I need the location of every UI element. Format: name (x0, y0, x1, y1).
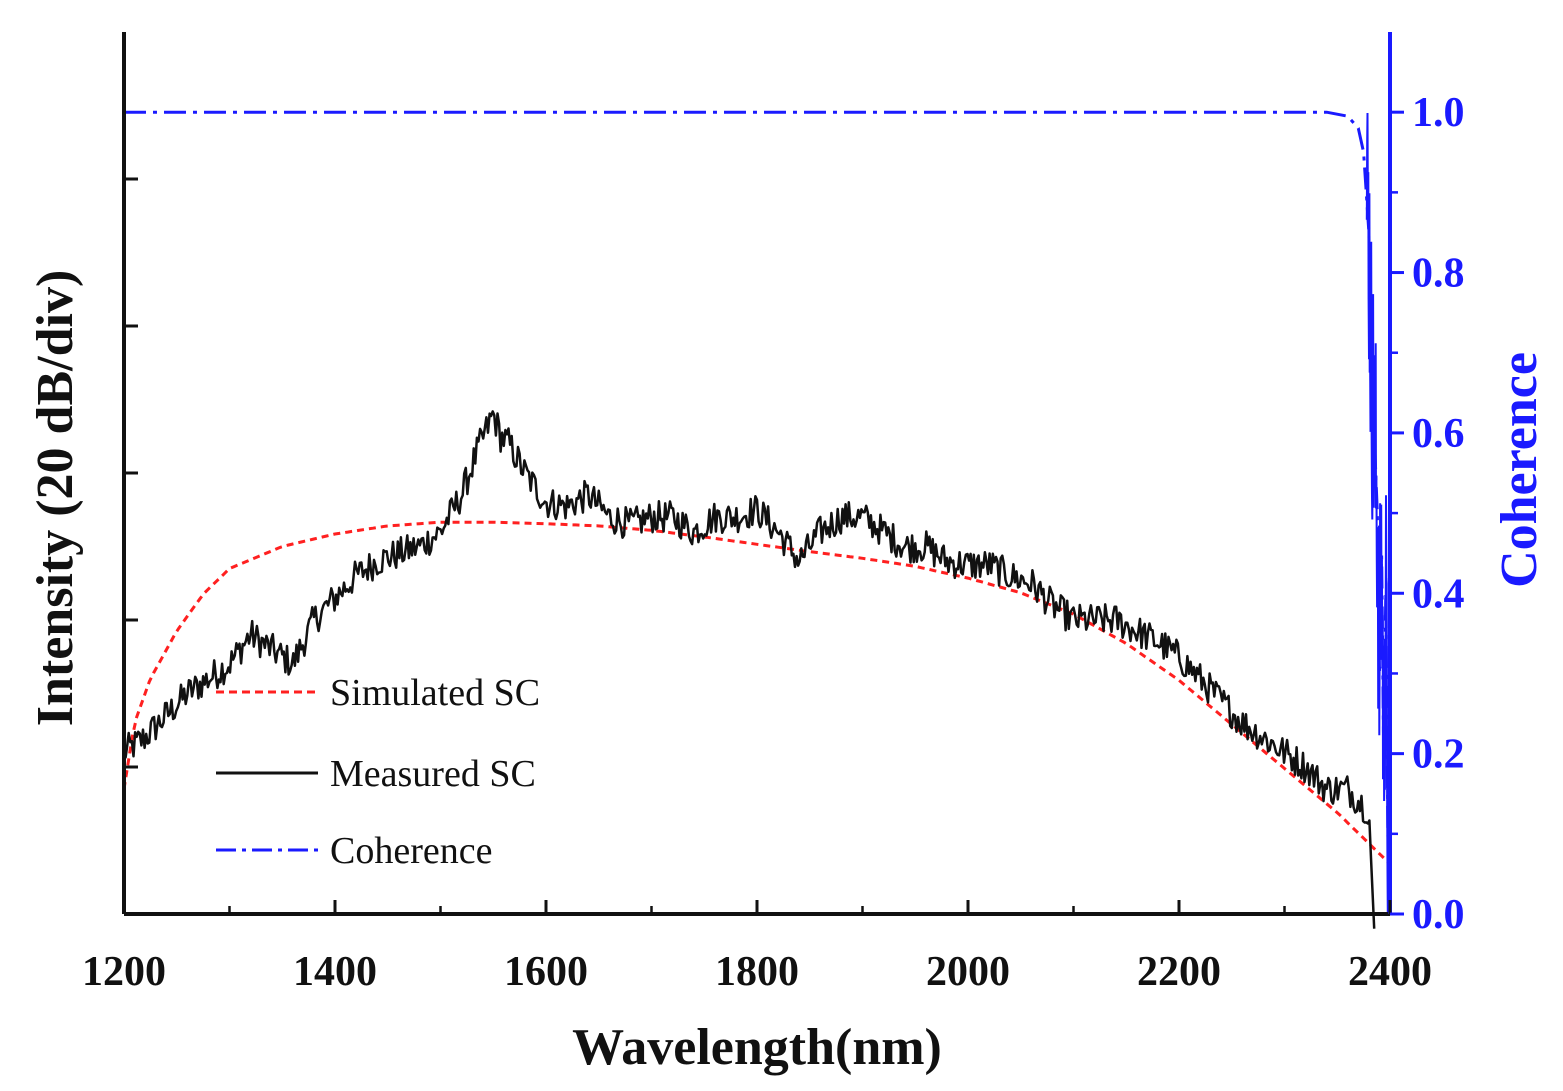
legend: Simulated SC Measured SC Coherence (216, 672, 540, 872)
y-right-tick-label-1.0: 1.0 (1412, 90, 1465, 136)
x-tick-label-2400: 2400 (1348, 949, 1432, 995)
series-measured-sc (122, 410, 1376, 929)
x-tick-label-2200: 2200 (1137, 949, 1221, 995)
x-axis-title: Wavelength(nm) (572, 1019, 942, 1076)
series-coherence-tail (1365, 112, 1389, 915)
legend-label-coherence: Coherence (330, 830, 492, 872)
y-right-tick-label-0.2: 0.2 (1412, 732, 1465, 778)
y-right-tick-label-0.8: 0.8 (1412, 251, 1465, 297)
y-left-axis-title: Intensity (20 dB/div) (27, 270, 84, 727)
x-tick-label-1200: 1200 (82, 949, 166, 995)
x-tick-label-1600: 1600 (504, 949, 588, 995)
y-right-tick-label-0.4: 0.4 (1412, 571, 1465, 617)
x-tick-label-1400: 1400 (293, 949, 377, 995)
y-left-ticks (124, 177, 138, 769)
y-right-tick-label-0.6: 0.6 (1412, 411, 1465, 457)
series-simulated-sc (122, 520, 1392, 866)
y-right-ticks: 0.0 0.2 0.4 0.6 0.8 1.0 (1390, 90, 1465, 938)
x-tick-label-1800: 1800 (715, 949, 799, 995)
x-ticks: 1200 1400 1600 1800 2000 2200 2400 (82, 900, 1432, 995)
x-tick-label-2000: 2000 (926, 949, 1010, 995)
y-right-axis-title: Coherence (1491, 352, 1548, 588)
legend-label-measured: Measured SC (330, 753, 536, 795)
y-right-tick-label-0.0: 0.0 (1412, 892, 1465, 938)
plot-lines (122, 110, 1392, 929)
legend-label-simulated: Simulated SC (330, 672, 540, 714)
